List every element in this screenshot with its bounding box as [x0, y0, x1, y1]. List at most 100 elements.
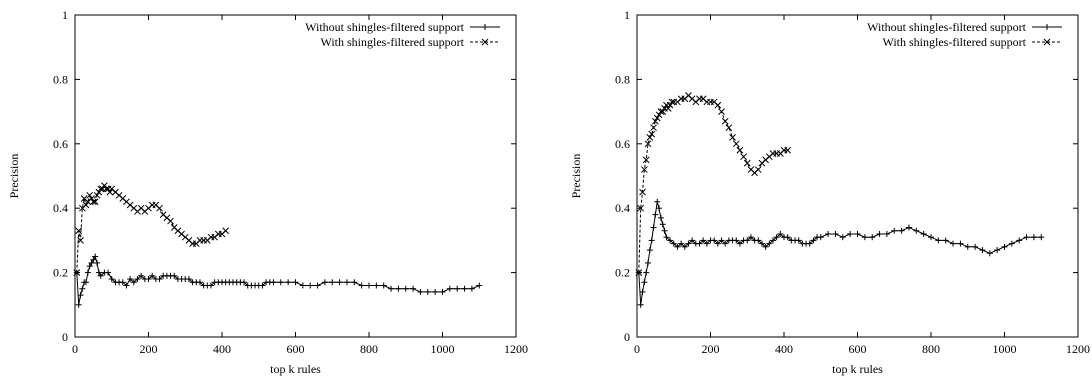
left-series-1-point	[77, 292, 84, 299]
right-series-1-point	[1023, 234, 1030, 241]
left-series-1-point	[241, 279, 248, 286]
right-x-tick-label: 200	[702, 342, 720, 356]
right-series-1-point	[641, 279, 648, 286]
left-series-1-point	[314, 282, 321, 289]
right-series-1-point	[810, 237, 817, 244]
right-legend-marker-1	[1044, 24, 1050, 30]
right-series-1-point	[663, 234, 670, 241]
right-series-1-point	[648, 237, 655, 244]
right-series-1-point	[722, 240, 729, 247]
left-series-1-point	[299, 282, 306, 289]
right-series-1-point	[766, 240, 773, 247]
right-series-2-point	[725, 124, 733, 132]
left-series-1-point	[454, 285, 461, 292]
left-series-1-point	[92, 253, 99, 260]
left-y-tick-label: 0.2	[53, 266, 68, 280]
left-series-1-point	[461, 285, 468, 292]
left-x-tick-label: 600	[287, 342, 305, 356]
right-x-tick-label: 600	[849, 342, 867, 356]
right-series-1-point	[733, 237, 740, 244]
left-series-2-point	[75, 227, 83, 235]
left-series-2-point	[93, 191, 101, 199]
right-series-1-point	[1030, 234, 1037, 241]
left-series-1-point	[83, 279, 90, 286]
left-y-tick-label: 0.8	[53, 72, 68, 86]
right-series-2-point	[736, 146, 744, 154]
right-series-1-point	[876, 230, 883, 237]
right-series-1-point	[935, 237, 942, 244]
right-series-1-point	[650, 224, 657, 231]
left-series-1-point	[97, 272, 104, 279]
left-series-1-point	[138, 272, 145, 279]
left-series-2-point	[82, 201, 90, 209]
left-series-2-point	[73, 269, 81, 276]
left-series-1-point	[94, 259, 101, 266]
left-series-1-point	[329, 279, 336, 286]
right-series-2-point	[637, 204, 645, 212]
left-series-1-point	[343, 279, 350, 286]
left-series-1-point	[134, 276, 141, 283]
right-legend-label-1: Without shingles-filtered support	[867, 20, 1026, 34]
left-series-1-point	[119, 279, 126, 286]
left-series-1-point	[439, 288, 446, 295]
left-y-axis-label: Precision	[7, 154, 21, 199]
right-series-1-point	[639, 288, 646, 295]
right-series-1-point	[847, 230, 854, 237]
right-series-1-point	[883, 230, 890, 237]
right-series-1-point	[957, 240, 964, 247]
right-legend-label-2: With shingles-filtered support	[883, 35, 1027, 49]
left-series-2-point	[106, 188, 114, 196]
right-series-1-point	[913, 227, 920, 234]
left-series-1-point	[366, 282, 372, 289]
right-series-1-point	[661, 227, 668, 234]
right-series-1-point	[773, 234, 780, 241]
right-plot-frame	[636, 14, 1079, 338]
right-x-tick-label: 400	[775, 342, 793, 356]
left-x-tick-label: 1200	[504, 342, 528, 356]
right-series-2-point	[642, 156, 650, 164]
right-series-1-point	[744, 237, 751, 244]
right-series-1-point	[700, 237, 707, 244]
right-series-2-point	[639, 188, 646, 196]
left-y-tick-label: 0	[62, 330, 68, 344]
right-series-2-point	[664, 105, 672, 112]
right-series-1-point	[777, 230, 784, 237]
right-series-1-point	[891, 227, 898, 234]
left-series-2-point	[90, 198, 97, 206]
left-series-1-point	[156, 276, 163, 283]
right-series-2-point	[659, 108, 667, 115]
right-series-1-point	[685, 240, 692, 247]
right-series-1-point	[795, 237, 802, 244]
left-x-tick-label: 1000	[431, 342, 455, 356]
left-series-1-point	[388, 285, 395, 292]
right-series-1-point	[817, 234, 824, 241]
left-x-tick-label: 800	[360, 342, 378, 356]
right-series-2-point	[650, 124, 657, 132]
right-series-1-point	[681, 243, 688, 250]
right-series-1-point	[678, 240, 685, 247]
right-series-1-point	[758, 240, 765, 247]
right-series-1-point	[979, 247, 986, 254]
right-x-tick-label: 0	[634, 342, 640, 356]
left-series-1-point	[259, 282, 266, 289]
left-series-2-point	[91, 198, 99, 206]
left-legend-marker-1	[482, 24, 488, 30]
right-series-2-point	[635, 269, 643, 276]
right-series-1-point	[942, 237, 949, 244]
right-series-2-point	[668, 98, 676, 106]
left-series-1-point	[277, 279, 284, 286]
right-series-1-point	[898, 227, 905, 234]
left-series-2-point	[77, 237, 84, 244]
left-series-1-point	[149, 272, 156, 279]
right-series-1-point	[670, 240, 677, 247]
left-y-tick-label: 0.4	[53, 201, 68, 215]
right-series-1-point	[747, 234, 754, 241]
left-series-1-point	[130, 279, 137, 286]
left-y-tick-label: 1	[62, 8, 68, 22]
left-series-1-point	[373, 282, 380, 289]
left-series-1-point	[424, 288, 431, 295]
left-series-1-point	[351, 279, 358, 286]
left-series-1-point	[417, 288, 424, 295]
left-series-2-point	[86, 191, 94, 199]
right-series-1-point	[718, 237, 725, 244]
